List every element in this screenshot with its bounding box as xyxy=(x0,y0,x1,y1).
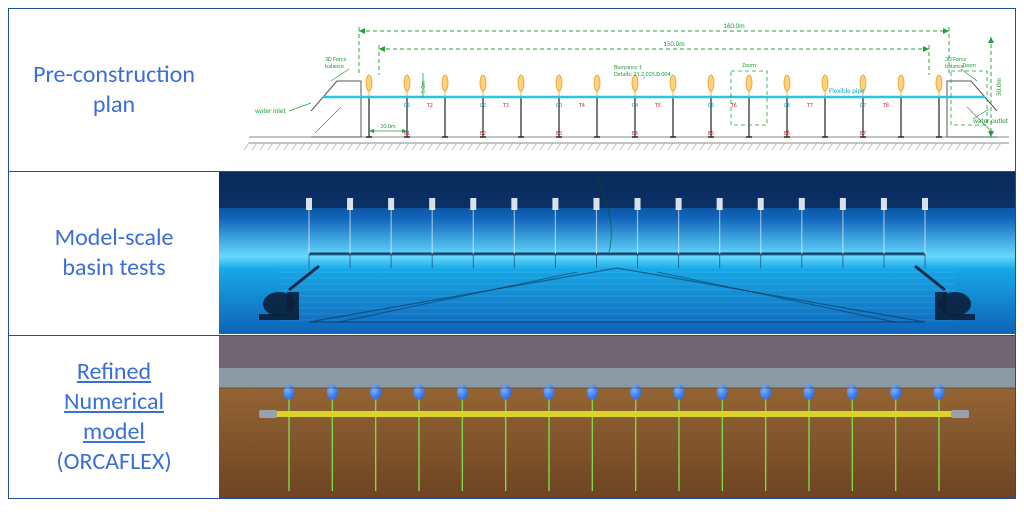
svg-text:E4: E4 xyxy=(632,129,638,137)
svg-text:C7: C7 xyxy=(860,101,866,109)
svg-text:C6: C6 xyxy=(784,101,790,109)
label-orca: RefinedNumericalmodel(ORCAFLEX) xyxy=(9,336,219,498)
row-plan: Pre-constructionplan 160.0m 150.0m 10.0m 5.… xyxy=(9,9,1015,172)
label-basin-text: Model-scalebasin tests xyxy=(55,223,174,283)
svg-text:Flexible pipe: Flexible pipe xyxy=(829,86,865,95)
svg-text:150.0m: 150.0m xyxy=(663,39,685,48)
svg-text:water inlet: water inlet xyxy=(255,106,286,115)
row-basin: Model-scalebasin tests xyxy=(9,172,1015,335)
svg-text:C5: C5 xyxy=(708,101,714,109)
svg-text:T6: T6 xyxy=(731,101,737,109)
plan-drawing: 160.0m150.0m10.0m5.0m50.0mZoomZoom3D For… xyxy=(219,9,1015,171)
svg-text:balance: balance xyxy=(945,62,964,70)
svg-text:E3: E3 xyxy=(556,129,562,137)
content-orca xyxy=(219,336,1015,498)
svg-text:E2: E2 xyxy=(480,129,486,137)
svg-text:C2: C2 xyxy=(480,101,486,109)
label-basin: Model-scalebasin tests xyxy=(9,172,219,334)
label-plan-text: Pre-constructionplan xyxy=(33,60,195,120)
svg-text:5.0m: 5.0m xyxy=(419,81,427,94)
svg-text:E1: E1 xyxy=(404,129,410,137)
svg-text:C1: C1 xyxy=(404,101,410,109)
basin-photo-recreation xyxy=(219,172,1015,334)
svg-text:160.0m: 160.0m xyxy=(723,21,745,30)
svg-text:E6: E6 xyxy=(784,129,790,137)
svg-text:T5: T5 xyxy=(655,101,661,109)
svg-text:T2: T2 xyxy=(427,101,433,109)
svg-text:E5: E5 xyxy=(708,129,714,137)
content-basin xyxy=(219,172,1015,334)
svg-text:C4: C4 xyxy=(632,101,638,109)
svg-text:balance: balance xyxy=(325,62,344,70)
svg-text:T4: T4 xyxy=(579,101,585,109)
figure-grid: Pre-constructionplan 160.0m 150.0m 10.0m 5.… xyxy=(8,8,1016,499)
orcaflex-render xyxy=(219,336,1015,498)
svg-text:Details: 21.2.025.D.004: Details: 21.2.025.D.004 xyxy=(614,70,671,78)
svg-text:T7: T7 xyxy=(807,101,813,109)
content-plan: 160.0m150.0m10.0m5.0m50.0mZoomZoom3D For… xyxy=(219,9,1015,171)
svg-text:T8: T8 xyxy=(883,101,889,109)
row-orca: RefinedNumericalmodel(ORCAFLEX) xyxy=(9,336,1015,498)
svg-text:T3: T3 xyxy=(503,101,509,109)
svg-text:Zoom: Zoom xyxy=(742,61,756,69)
label-orca-text: RefinedNumericalmodel(ORCAFLEX) xyxy=(56,357,171,477)
label-plan: Pre-constructionplan xyxy=(9,9,219,171)
svg-text:10.0m: 10.0m xyxy=(380,122,396,130)
svg-text:water outlet: water outlet xyxy=(973,116,1009,125)
svg-text:E7: E7 xyxy=(860,129,866,137)
svg-text:50.0m: 50.0m xyxy=(994,78,1003,96)
svg-text:C3: C3 xyxy=(556,101,562,109)
